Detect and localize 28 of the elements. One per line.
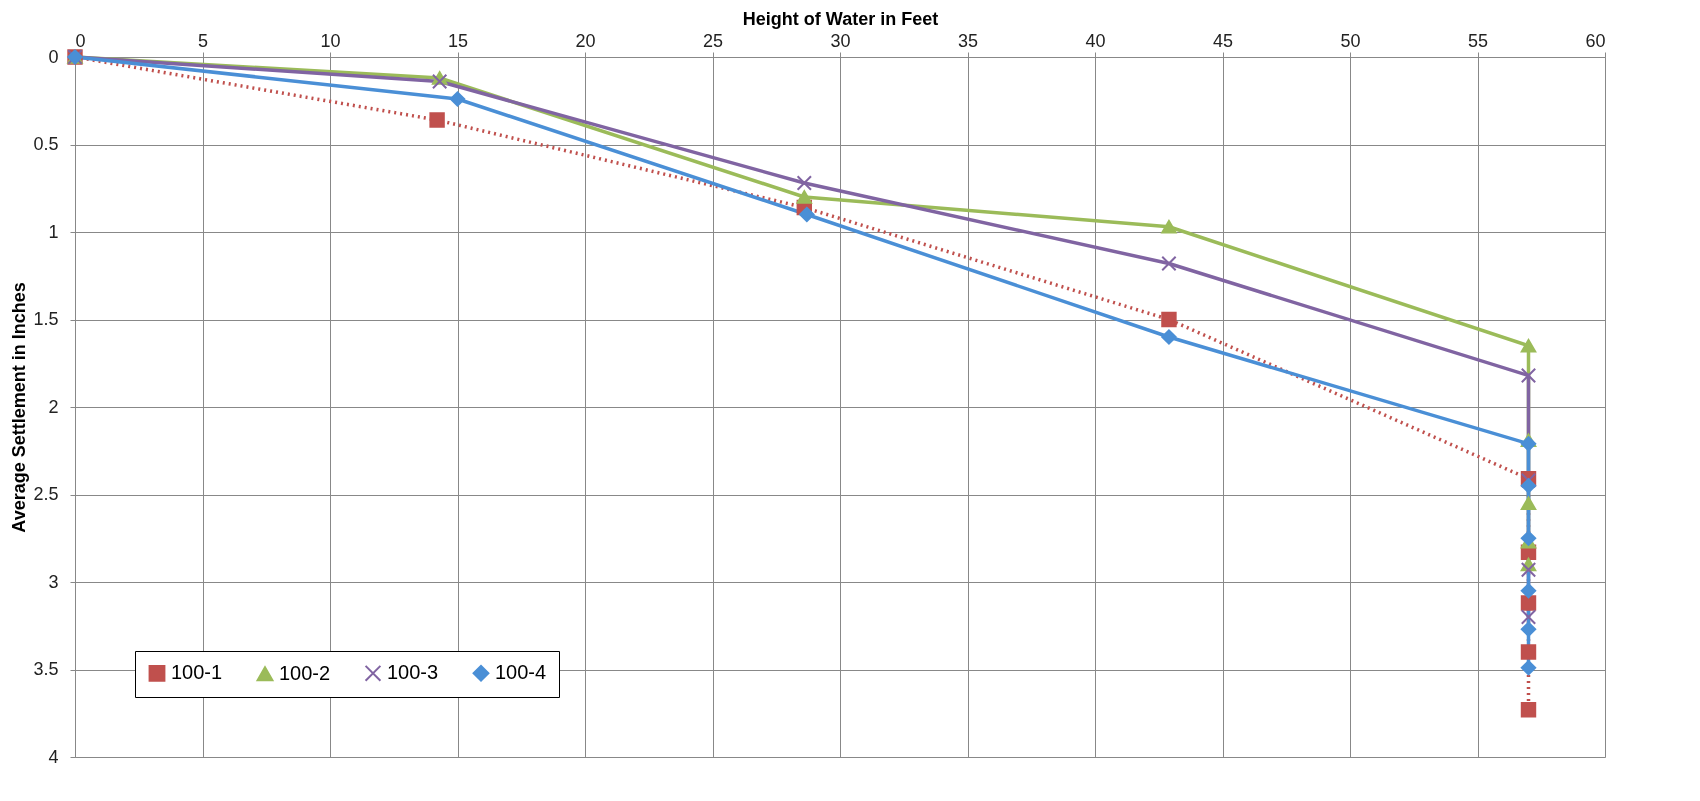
y-tick-label: 1 — [48, 221, 59, 242]
x-tick-label: 45 — [1212, 30, 1234, 51]
x-tick-label: 55 — [1467, 30, 1489, 51]
x-tick-label: 60 — [1585, 30, 1606, 51]
x-axis-title: Height of Water in Feet — [742, 8, 939, 29]
y-tick-label: 0 — [48, 46, 59, 67]
y-tick-label: 2.5 — [33, 484, 59, 504]
y-tick-label: 2 — [48, 396, 59, 417]
y-tick-label: 1.5 — [33, 309, 59, 329]
y-tick-label: 3.5 — [33, 659, 59, 679]
x-tick-label: 40 — [1085, 30, 1106, 51]
legend-label: 100-2 — [279, 661, 331, 684]
legend-label: 100-1 — [171, 661, 223, 684]
x-tick-label: 20 — [575, 30, 596, 51]
x-tick-label: 35 — [957, 30, 979, 51]
y-tick-label: 4 — [48, 746, 59, 767]
x-tick-label: 5 — [197, 30, 209, 51]
x-tick-label: 15 — [447, 30, 469, 51]
legend-label: 100-4 — [495, 661, 547, 684]
y-axis-title: Average Settlement in Inches — [9, 282, 30, 533]
y-tick-label: 0.5 — [33, 134, 59, 154]
x-tick-label: 10 — [320, 30, 341, 51]
legend-label: 100-3 — [387, 661, 439, 684]
x-tick-label: 30 — [830, 30, 851, 51]
x-tick-label: 0 — [75, 30, 86, 51]
x-tick-label: 50 — [1340, 30, 1361, 51]
y-tick-label: 3 — [48, 571, 59, 592]
x-tick-label: 25 — [702, 30, 724, 51]
